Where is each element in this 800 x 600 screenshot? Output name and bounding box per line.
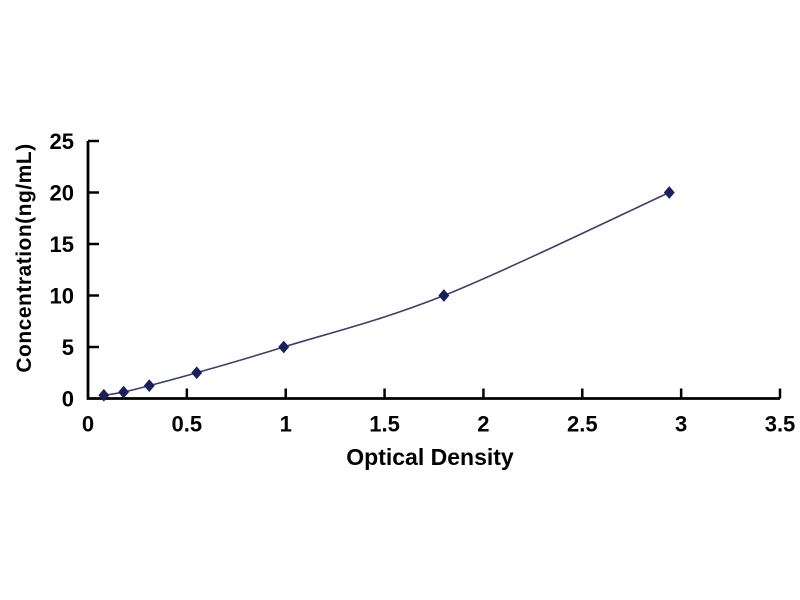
data-point-marker bbox=[278, 340, 290, 354]
y-tick-label: 25 bbox=[50, 129, 74, 154]
x-tick-label: 2.5 bbox=[567, 412, 598, 437]
data-point-marker bbox=[98, 388, 110, 402]
x-axis-title: Optical Density bbox=[346, 444, 514, 470]
x-tick-label: 0 bbox=[82, 412, 94, 437]
data-point-marker bbox=[143, 379, 155, 392]
axis-spine bbox=[86, 141, 780, 400]
y-tick-label: 20 bbox=[50, 181, 74, 206]
x-tick-label: 1 bbox=[280, 412, 292, 437]
axes-layer: 0 0.5 1 1.5 2 2.5 3 3.5 0 5 10 15 20 25 bbox=[50, 129, 796, 437]
x-tick-label: 3.5 bbox=[765, 412, 796, 437]
data-point-marker bbox=[663, 186, 675, 199]
data-point-marker bbox=[191, 366, 203, 380]
data-point-marker bbox=[438, 289, 450, 302]
y-axis-title: Concentration(ng/mL) bbox=[13, 143, 36, 372]
x-tick-label: 3 bbox=[675, 412, 687, 437]
y-tick-label: 0 bbox=[62, 387, 74, 412]
x-tick-label: 2 bbox=[477, 412, 489, 437]
data-point-marker bbox=[118, 385, 130, 399]
y-tick-label: 15 bbox=[50, 232, 74, 257]
data-series-layer bbox=[98, 186, 675, 402]
x-tick-label: 1.5 bbox=[369, 412, 400, 437]
standard-curve-line bbox=[103, 191, 670, 397]
y-tick-label: 10 bbox=[50, 284, 74, 309]
y-tick-label: 5 bbox=[62, 335, 74, 360]
x-tick-label: 0.5 bbox=[172, 412, 203, 437]
